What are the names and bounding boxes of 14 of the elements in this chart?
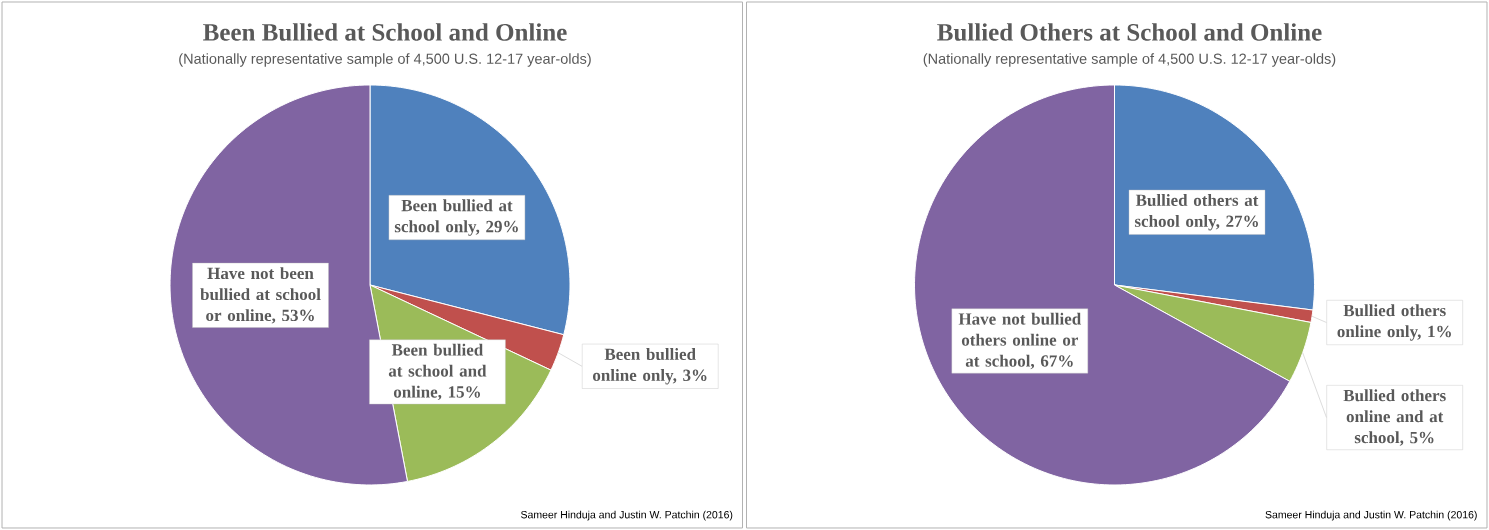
slice-label: Have not bullied others online or at school, 67% — [958, 312, 1082, 370]
chart-subtitle: (Nationally representative sample of 4,500 U.S. 12-17 year-olds) — [923, 53, 1336, 67]
slice-label: Bullied others online and at school, 5% — [1343, 389, 1446, 446]
slice-label: Been bullied online only, 3% — [592, 348, 707, 385]
slice-label: Been bullied at school only, 29% — [394, 199, 518, 236]
slice-label: Bullied others online only, 1% — [1337, 304, 1451, 341]
text: Sameer Hinduja and Justin W. Patchin (2016) — [521, 510, 733, 521]
chart-title: Been Bullied at School and Online — [203, 23, 567, 41]
slice-label: Have not been bullied at school or online, 53% — [200, 267, 321, 324]
chart-title: Bullied Others at School and Online — [937, 23, 1322, 41]
slice-label: Bullied others at school only, 27% — [1134, 194, 1259, 231]
text: Sameer Hinduja and Justin W. Patchin (2016) — [1265, 510, 1477, 521]
chart-subtitle: (Nationally representative sample of 4,500 U.S. 12-17 year-olds) — [179, 53, 591, 67]
slice-label: Been bullied at school and online, 15% — [388, 343, 487, 401]
